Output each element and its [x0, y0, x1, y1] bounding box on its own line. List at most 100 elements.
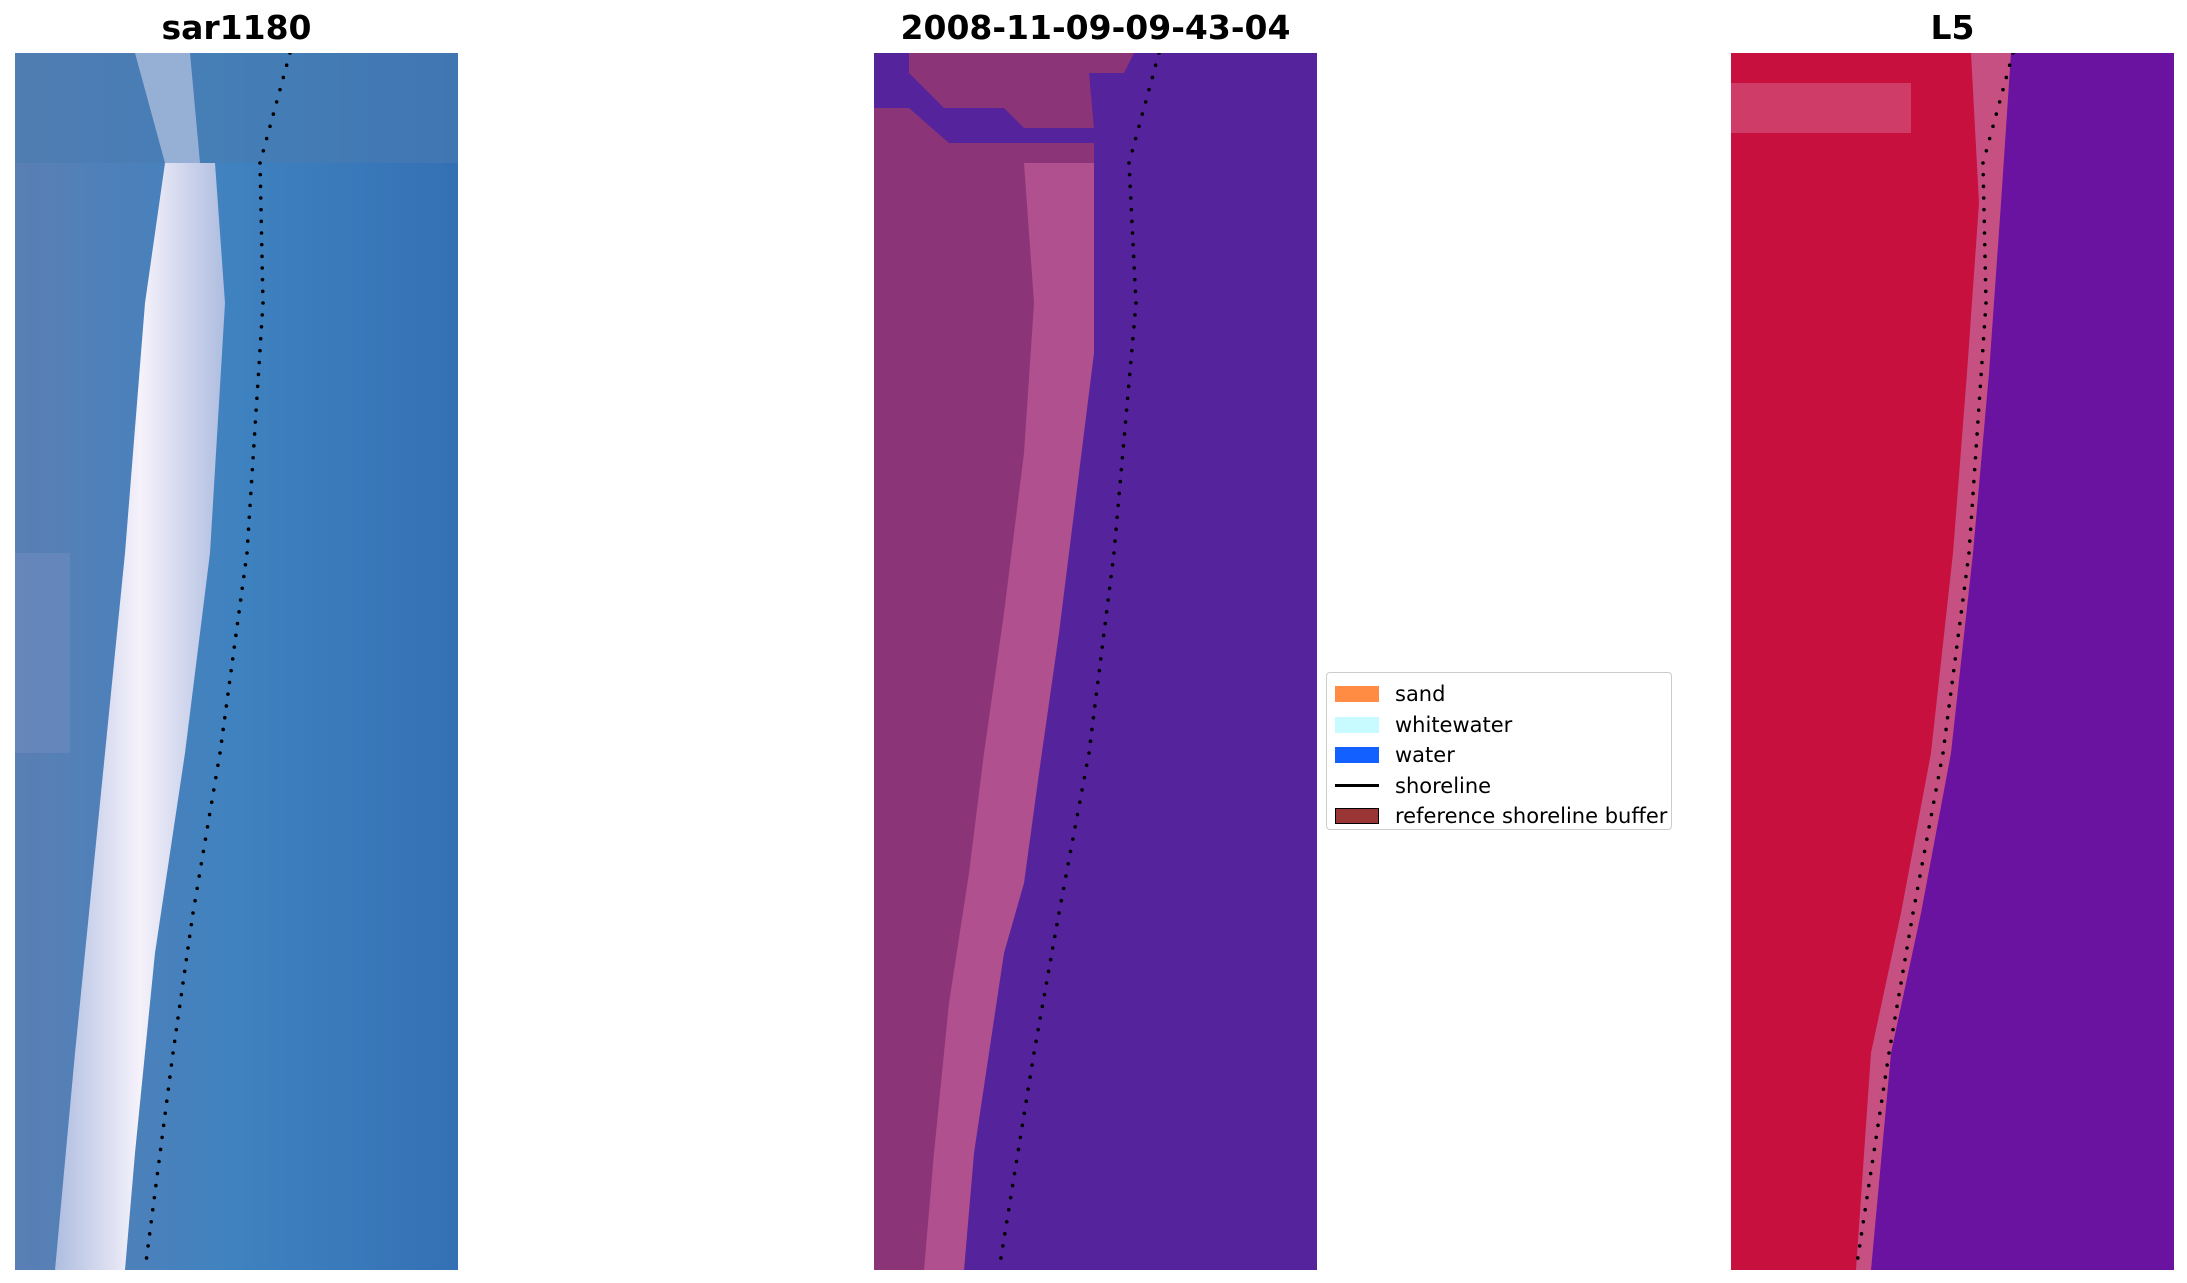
shoreline-dot — [1059, 898, 1064, 903]
shoreline-dot — [1972, 479, 1976, 484]
shoreline-dot — [189, 922, 194, 927]
shoreline-dot — [1970, 503, 1975, 508]
shoreline-dot — [172, 1039, 177, 1044]
shoreline-dot — [1981, 196, 1986, 200]
shoreline-dot — [1981, 161, 1985, 165]
shoreline-dot — [1064, 874, 1068, 878]
shoreline-dot — [240, 586, 245, 591]
shoreline-dot — [1080, 788, 1084, 792]
shoreline-dot — [1055, 922, 1059, 927]
shoreline-dot — [234, 633, 238, 638]
shoreline-dot — [144, 1256, 149, 1260]
shoreline-dot — [1857, 1244, 1862, 1248]
legend-label: shoreline — [1395, 773, 1492, 798]
shoreline-dot — [264, 136, 269, 141]
shoreline-dot — [1934, 788, 1938, 792]
legend-item: whitewater — [1335, 710, 1671, 741]
shoreline-dot — [1088, 739, 1093, 744]
shoreline-dot — [154, 1183, 158, 1188]
shoreline-dot — [222, 715, 227, 720]
shoreline-dot — [1140, 112, 1145, 116]
shoreline-dot — [1969, 515, 1974, 520]
shoreline-dot — [1128, 360, 1133, 365]
shoreline-dot — [149, 1219, 154, 1224]
shoreline-dot — [254, 408, 258, 412]
shoreline-dot — [207, 812, 212, 817]
shoreline-dot — [252, 432, 257, 436]
shoreline-dot — [177, 1004, 182, 1009]
shoreline-dot — [1967, 551, 1971, 555]
shoreline-dot — [1981, 184, 1986, 189]
shoreline-dot — [1887, 1051, 1891, 1055]
shoreline-dot — [1040, 1004, 1045, 1009]
shoreline-dot — [199, 861, 204, 866]
shoreline-dot — [1984, 148, 1989, 153]
shoreline-dot — [171, 1051, 175, 1055]
shoreline-dot — [258, 336, 263, 341]
shoreline-dot — [1945, 715, 1950, 720]
shoreline-dot — [1973, 455, 1978, 460]
shoreline-dot — [1899, 981, 1903, 985]
shoreline-dot — [1128, 184, 1132, 189]
legend-item: reference shoreline buffer — [1335, 801, 1671, 832]
shoreline-dot — [1119, 467, 1124, 472]
shoreline-dot — [1936, 775, 1941, 780]
shoreline-dot — [1109, 574, 1113, 579]
shoreline-dot — [1979, 372, 1983, 377]
shoreline-dot — [1976, 408, 1981, 412]
shoreline-dot — [1991, 124, 1995, 129]
shoreline-dot — [1971, 491, 1975, 496]
shoreline-dot — [1137, 124, 1141, 129]
shoreline-dot — [1004, 1219, 1009, 1224]
shoreline-dot — [1968, 539, 1972, 543]
shoreline-dot — [1103, 621, 1107, 626]
shoreline-dot — [1876, 1123, 1880, 1128]
shoreline-dot — [1951, 668, 1956, 673]
shoreline-dot — [160, 1135, 164, 1140]
false-colour-panel — [1731, 53, 2174, 1270]
shoreline-dot — [1984, 301, 1988, 305]
shoreline-dot — [1964, 574, 1968, 579]
shoreline-dot — [1132, 266, 1137, 270]
shoreline-dot — [197, 874, 202, 878]
shoreline-dot — [1115, 515, 1119, 520]
shoreline-dot — [1885, 1063, 1889, 1067]
shoreline-dot — [242, 574, 246, 579]
shoreline-dot — [1954, 645, 1959, 649]
shoreline-dot — [1863, 1207, 1867, 1212]
shoreline-dot — [1938, 763, 1943, 768]
shoreline-dot — [271, 112, 276, 116]
shoreline-dot — [1014, 1159, 1019, 1164]
shoreline-dot — [193, 898, 197, 903]
shoreline-dot — [1983, 266, 1988, 270]
shoreline-dot — [1120, 455, 1125, 460]
shoreline-dot — [258, 196, 263, 200]
shoreline-dot — [1098, 657, 1103, 661]
shoreline-dot — [1982, 242, 1987, 247]
shoreline-dot — [182, 969, 187, 974]
shoreline-dot — [1931, 800, 1936, 805]
shoreline-dot — [1922, 849, 1927, 854]
shoreline-dot — [146, 1244, 150, 1248]
shoreline-dot — [1918, 874, 1922, 878]
shoreline-dot — [1020, 1123, 1025, 1128]
shoreline-dot — [1046, 969, 1051, 974]
shoreline-dot — [1068, 849, 1073, 854]
shoreline-dot — [1125, 396, 1130, 401]
shoreline-dot — [157, 1159, 161, 1164]
shoreline-dot — [1962, 586, 1967, 591]
rgb-image-panel — [15, 53, 458, 1270]
shoreline-dot — [1944, 727, 1948, 732]
shoreline-dot — [187, 934, 192, 939]
shoreline-dot — [181, 981, 185, 985]
shoreline-dot — [1113, 539, 1117, 543]
shoreline-dot — [1889, 1039, 1893, 1044]
shoreline-dot — [218, 751, 222, 755]
shoreline-dot — [1032, 1051, 1036, 1055]
shoreline-dot — [1003, 1232, 1007, 1236]
shoreline-dot — [1980, 348, 1985, 353]
shoreline-dot — [1982, 207, 1986, 212]
shoreline-dot — [1126, 384, 1131, 389]
shoreline-dot — [1929, 812, 1934, 817]
shoreline-dot — [1022, 1111, 1027, 1116]
